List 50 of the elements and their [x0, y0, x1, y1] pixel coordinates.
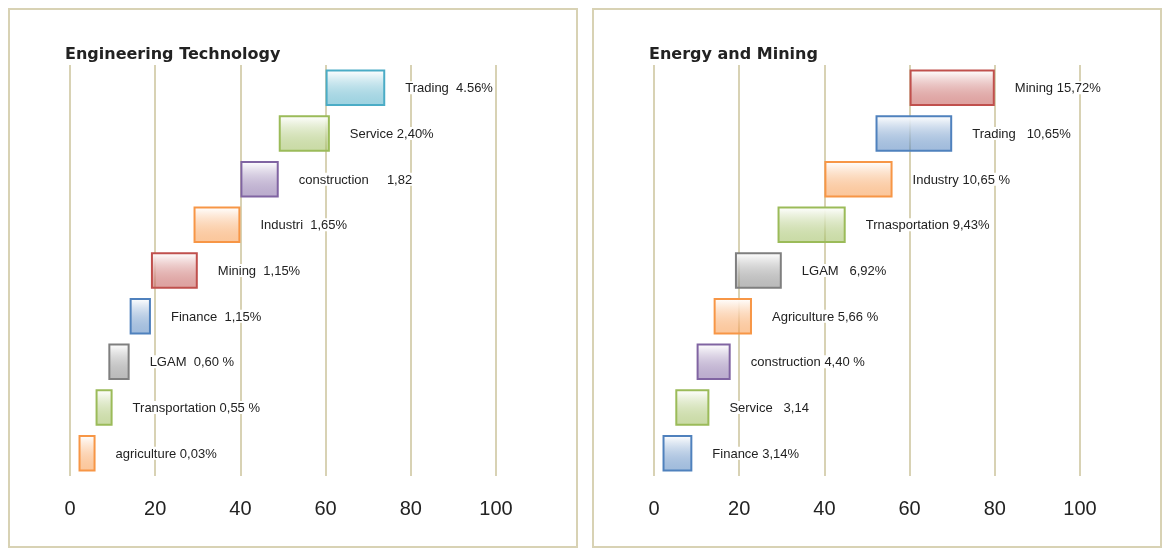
data-label: LGAM 6,92% [801, 263, 887, 278]
data-label: Industry 10,65 % [912, 171, 1011, 187]
x-tick-label: 40 [229, 497, 252, 519]
x-tick-label: 20 [144, 497, 167, 519]
bar [150, 252, 198, 289]
bar [713, 297, 752, 335]
data-label: Finance 3,14% [712, 445, 800, 461]
x-tick-label: 40 [813, 497, 836, 519]
data-label: Mining 1,15% [217, 263, 301, 278]
x-tick-label: 0 [64, 497, 76, 519]
bar [696, 343, 731, 381]
bar [875, 115, 953, 152]
x-tick-label: 60 [898, 497, 921, 519]
data-label: construction 4,40 % [750, 354, 866, 370]
data-label: Trading 4.56% [405, 80, 494, 96]
data-label: construction 1,82 [298, 171, 413, 187]
data-label: Trnasportation 9,43% [865, 217, 990, 233]
data-label: agriculture 0,03% [115, 445, 218, 461]
data-label: Industri 1,65% [260, 217, 348, 233]
bar [824, 160, 893, 198]
data-label: Trading 10,65% [972, 126, 1072, 141]
bar [78, 434, 96, 472]
data-label: Service 2,40% [349, 126, 435, 141]
bar [734, 252, 782, 289]
bar [675, 389, 710, 426]
x-tick-label: 100 [479, 497, 513, 519]
bar [129, 297, 151, 335]
bar [108, 343, 130, 381]
bar [325, 69, 386, 107]
bar [909, 69, 995, 107]
bar [95, 389, 113, 426]
bar [240, 160, 279, 198]
x-tick-label: 0 [648, 497, 660, 519]
x-tick-label: 80 [983, 497, 1006, 519]
bar [193, 206, 241, 244]
x-tick-label: 100 [1063, 497, 1097, 519]
data-label: Agriculture 5,66 % [771, 308, 879, 324]
data-label: Mining 15,72% [1014, 80, 1102, 96]
chart-title: Energy and Mining [649, 43, 818, 63]
x-tick-label: 60 [314, 497, 337, 519]
bar [278, 115, 330, 152]
bar [662, 434, 693, 472]
x-tick-label: 20 [728, 497, 751, 519]
data-label: Finance 1,15% [170, 308, 262, 324]
data-label: LGAM 0,60 % [149, 354, 235, 370]
data-label: Service 3,14 [729, 400, 809, 415]
bar [777, 206, 846, 244]
data-label: Transportation 0,55 % [132, 400, 261, 415]
x-tick-label: 80 [399, 497, 422, 519]
chart-title: Engineering Technology [65, 43, 281, 63]
